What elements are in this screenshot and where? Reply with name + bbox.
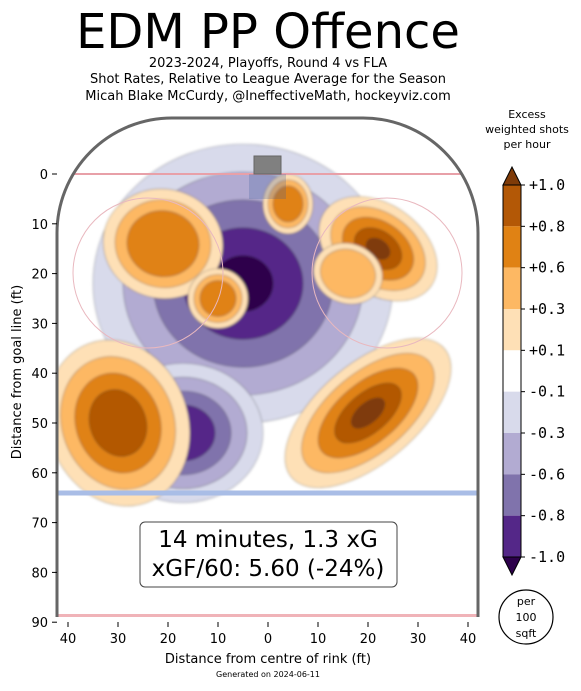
goal-crease <box>249 174 286 199</box>
colorbar-band-1 <box>503 226 521 268</box>
colorbar-band-6 <box>503 433 521 475</box>
y-tick-label-7: 70 <box>31 517 48 532</box>
footer-note: Generated on 2024-06-11 <box>216 670 320 679</box>
unit-badge-line-1: per <box>517 595 536 608</box>
summary-line-2: xGF/60: 5.60 (-24%) <box>152 556 385 582</box>
colorbar-band-7 <box>503 474 521 516</box>
x-axis-label: Distance from centre of rink (ft) <box>165 652 371 667</box>
x-tick-label-0: 40 <box>60 632 77 647</box>
contour-region-3 <box>284 337 452 489</box>
subtitle-line-1: 2023-2024, Playoffs, Round 4 vs FLA <box>148 56 388 71</box>
faceoff-circle-right <box>311 197 463 349</box>
subtitle-line-2: Shot Rates, Relative to League Average f… <box>89 72 447 87</box>
y-tick-label-2: 20 <box>31 268 48 283</box>
contour-level-7-2 <box>272 185 304 223</box>
contour-region-4 <box>57 339 191 507</box>
contour-region-5 <box>102 188 224 299</box>
summary-line-1: 14 minutes, 1.3 xG <box>158 527 378 553</box>
contour-level-5-2 <box>126 210 200 277</box>
x-tick-label-6: 20 <box>360 632 377 647</box>
contour-region-8 <box>313 242 383 305</box>
contour-region-6 <box>187 268 249 329</box>
y-tick-label-6: 60 <box>31 467 48 482</box>
y-tick-label-5: 50 <box>31 417 48 432</box>
y-tick-label-0: 0 <box>40 168 48 183</box>
colorbar-band-2 <box>503 267 521 309</box>
colorbar: +1.0 +0.8 +0.6 +0.3 +0.1 -0.1 -0.3 -0.6 -0.8 -1.0 <box>502 165 565 577</box>
y-tick-label-4: 40 <box>31 367 48 382</box>
colorbar-band-0 <box>503 185 521 227</box>
x-tick-label-8: 40 <box>460 632 477 647</box>
contour-region-7 <box>262 173 314 235</box>
colorbar-band-3 <box>503 309 521 351</box>
unit-badge <box>498 589 554 645</box>
y-axis: 0 10 20 30 40 50 60 70 80 90 <box>31 168 57 631</box>
colorbar-label-6: -0.3 <box>529 424 565 442</box>
colorbar-title-3: per hour <box>504 138 551 151</box>
rink-boards <box>55 116 480 617</box>
subtitle-line-3: Micah Blake McCurdy, @IneffectiveMath, h… <box>85 89 451 104</box>
unit-badge-line-3: sqft <box>516 627 537 640</box>
colorbar-title-2: weighted shots <box>485 123 569 136</box>
contour-level-3-4 <box>351 397 385 429</box>
colorbar-label-9: -1.0 <box>529 548 565 566</box>
colorbar-band-4 <box>503 350 521 392</box>
contour-level-4-3 <box>88 389 148 457</box>
x-tick-label-7: 30 <box>410 632 427 647</box>
chart-title: EDM PP Offence <box>76 4 460 60</box>
colorbar-title-1: Excess <box>508 108 546 121</box>
y-tick-label-8: 80 <box>31 566 48 581</box>
colorbar-top-arrow <box>502 165 522 186</box>
x-axis: 40 30 20 10 0 10 20 30 40 <box>60 622 477 647</box>
faceoff-circle-left <box>72 197 224 349</box>
shot-rate-contours <box>57 143 452 507</box>
colorbar-label-5: -0.1 <box>529 383 565 401</box>
x-tick-label-4: 0 <box>264 632 272 647</box>
colorbar-label-7: -0.6 <box>529 465 565 483</box>
x-tick-label-3: 10 <box>210 632 227 647</box>
x-tick-label-1: 30 <box>110 632 127 647</box>
colorbar-frame <box>502 184 522 558</box>
colorbar-label-8: -0.8 <box>529 507 565 525</box>
colorbar-label-2: +0.6 <box>529 259 565 277</box>
unit-badge-line-2: 100 <box>516 611 537 624</box>
x-tick-label-2: 20 <box>160 632 177 647</box>
colorbar-bottom-arrow <box>502 556 522 577</box>
colorbar-label-4: +0.1 <box>529 341 565 359</box>
colorbar-label-1: +0.8 <box>529 217 565 235</box>
y-tick-label-1: 10 <box>31 218 48 233</box>
x-tick-label-5: 10 <box>310 632 327 647</box>
y-tick-label-3: 30 <box>31 317 48 332</box>
contour-level-6-2 <box>199 280 237 317</box>
summary-box <box>139 521 398 588</box>
y-tick-label-9: 90 <box>31 616 48 631</box>
goal-net <box>253 155 282 175</box>
colorbar-label-0: +1.0 <box>529 176 565 194</box>
colorbar-band-5 <box>503 391 521 433</box>
y-axis-label: Distance from goal line (ft) <box>10 285 25 459</box>
colorbar-label-3: +0.3 <box>529 300 565 318</box>
contour-level-8-1 <box>320 248 376 299</box>
colorbar-band-8 <box>503 515 521 557</box>
